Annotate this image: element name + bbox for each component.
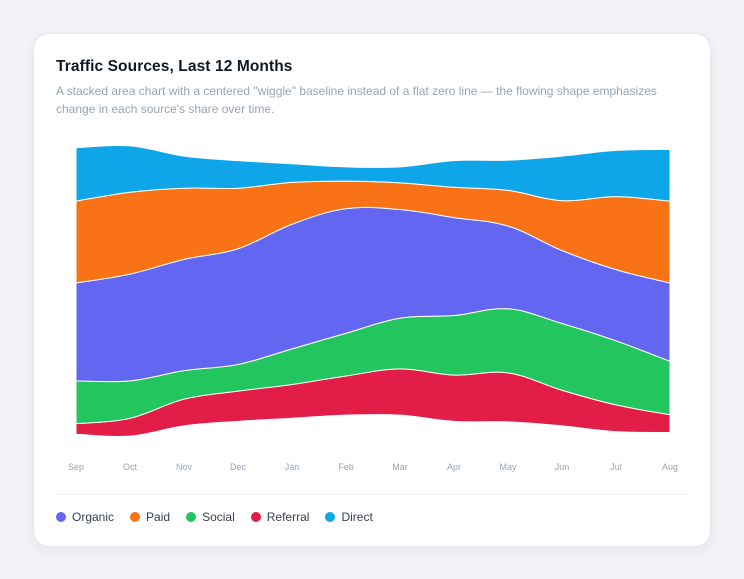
legend-swatch-paid: [130, 512, 141, 522]
legend-item-organic[interactable]: Organic: [56, 510, 114, 524]
x-tick-label-jun: Jun: [555, 462, 570, 472]
legend-swatch-social: [186, 512, 197, 522]
legend-item-social[interactable]: Social: [186, 510, 235, 524]
legend-label-direct: Direct: [341, 510, 373, 524]
legend-swatch-organic: [56, 512, 66, 522]
x-tick-label-mar: Mar: [392, 462, 408, 472]
chart-subtitle: A stacked area chart with a centered "wi…: [56, 84, 657, 116]
x-tick-label-feb: Feb: [338, 462, 354, 472]
x-tick-label-aug: Aug: [662, 462, 678, 472]
legend-label-referral: Referral: [266, 510, 310, 524]
legend-label-social: Social: [202, 510, 235, 524]
x-tick-label-sep: Sep: [68, 462, 84, 472]
streamgraph-chart: Sep Oct Nov Dec Jan Feb Mar Apr May Jun Jul Aug: [68, 145, 678, 472]
legend-swatch-direct: [325, 512, 336, 522]
x-tick-label-jan: Jan: [285, 462, 300, 472]
x-tick-label-dec: Dec: [230, 462, 247, 472]
legend-divider: [56, 494, 688, 495]
stream-areas: [75, 145, 671, 437]
x-tick-label-nov: Nov: [176, 462, 193, 472]
x-tick-label-jul: Jul: [610, 462, 622, 472]
x-tick-label-may: May: [499, 462, 517, 472]
legend-item-direct[interactable]: Direct: [325, 510, 373, 524]
legend-swatch-referral: [250, 512, 261, 522]
stream-area-direct[interactable]: [75, 145, 671, 202]
legend: Organic Paid Social Referral Direct: [56, 510, 373, 524]
legend-label-paid: Paid: [146, 510, 171, 524]
x-tick-label-oct: Oct: [123, 462, 138, 472]
x-axis-ticks: Sep Oct Nov Dec Jan Feb Mar Apr May Jun Jul Aug: [68, 462, 678, 472]
legend-label-organic: Organic: [72, 510, 115, 524]
chart-title: Traffic Sources, Last 12 Months: [56, 58, 293, 75]
legend-item-paid[interactable]: Paid: [130, 510, 170, 524]
x-tick-label-apr: Apr: [447, 462, 461, 472]
chart-card: Traffic Sources, Last 12 Months A stacke…: [33, 33, 711, 547]
legend-item-referral[interactable]: Referral: [250, 510, 310, 524]
